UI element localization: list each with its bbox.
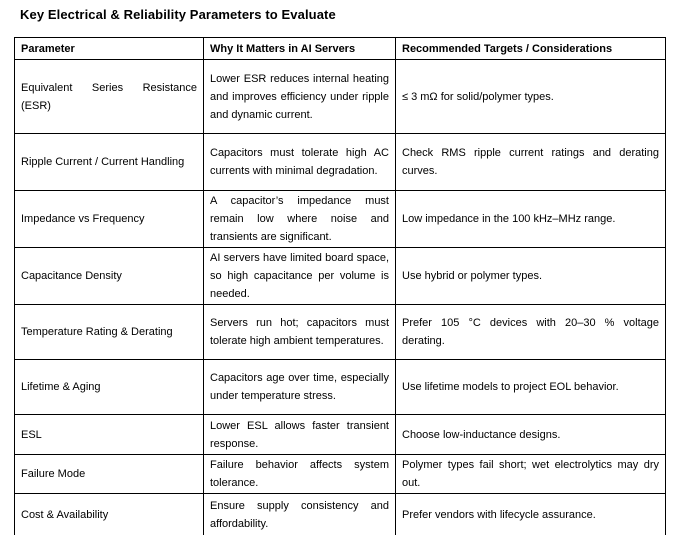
table-row: Ripple Current / Current Handling Capaci… <box>14 133 666 191</box>
target-cell: Check RMS ripple current ratings and der… <box>395 133 666 191</box>
target-cell: Prefer 105 °C devices with 20–30 % volta… <box>395 304 666 360</box>
parameter-cell: Cost & Availability <box>14 493 204 535</box>
why-cell: Capacitors age over time, especially und… <box>203 359 396 415</box>
table-row: Cost & Availability Ensure supply consis… <box>14 493 666 535</box>
why-cell: A capacitor’s impedance must remain low … <box>203 190 396 248</box>
parameter-cell: Temperature Rating & Derating <box>14 304 204 360</box>
table-header-row: Parameter Why It Matters in AI Servers R… <box>14 37 666 60</box>
why-cell: Ensure supply consistency and affordabil… <box>203 493 396 535</box>
why-cell: Capacitors must tolerate high AC current… <box>203 133 396 191</box>
table-row: Equivalent Series Resistance (ESR) Lower… <box>14 59 666 134</box>
parameter-cell: ESL <box>14 414 204 455</box>
parameter-cell: Impedance vs Frequency <box>14 190 204 248</box>
target-cell: Low impedance in the 100 kHz–MHz range. <box>395 190 666 248</box>
parameters-table: Parameter Why It Matters in AI Servers R… <box>14 37 666 535</box>
parameter-cell: Ripple Current / Current Handling <box>14 133 204 191</box>
why-cell: Failure behavior affects system toleranc… <box>203 454 396 494</box>
parameter-cell: Failure Mode <box>14 454 204 494</box>
parameter-cell: Capacitance Density <box>14 247 204 305</box>
column-header-why: Why It Matters in AI Servers <box>203 37 396 60</box>
target-cell: Polymer types fail short; wet electrolyt… <box>395 454 666 494</box>
table-row: Failure Mode Failure behavior affects sy… <box>14 454 666 494</box>
why-cell: AI servers have limited board space, so … <box>203 247 396 305</box>
why-cell: Servers run hot; capacitors must tolerat… <box>203 304 396 360</box>
table-row: ESL Lower ESL allows faster transient re… <box>14 414 666 455</box>
column-header-parameter: Parameter <box>14 37 204 60</box>
column-header-target: Recommended Targets / Considerations <box>395 37 666 60</box>
table-row: Capacitance Density AI servers have limi… <box>14 247 666 305</box>
target-cell: Choose low-inductance designs. <box>395 414 666 455</box>
page-title: Key Electrical & Reliability Parameters … <box>20 7 336 22</box>
parameter-cell: Equivalent Series Resistance (ESR) <box>14 59 204 134</box>
table-row: Temperature Rating & Derating Servers ru… <box>14 304 666 360</box>
why-cell: Lower ESL allows faster transient respon… <box>203 414 396 455</box>
target-cell: Use lifetime models to project EOL behav… <box>395 359 666 415</box>
target-cell: Use hybrid or polymer types. <box>395 247 666 305</box>
target-cell: Prefer vendors with lifecycle assurance. <box>395 493 666 535</box>
table-row: Impedance vs Frequency A capacitor’s imp… <box>14 190 666 248</box>
why-cell: Lower ESR reduces internal heating and i… <box>203 59 396 134</box>
table-row: Lifetime & Aging Capacitors age over tim… <box>14 359 666 415</box>
parameter-cell: Lifetime & Aging <box>14 359 204 415</box>
target-cell: ≤ 3 mΩ for solid/polymer types. <box>395 59 666 134</box>
